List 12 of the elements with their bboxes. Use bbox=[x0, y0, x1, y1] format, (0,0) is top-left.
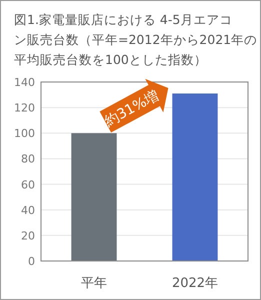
y-tick-label: 60 bbox=[21, 178, 35, 192]
x-tick-label: 2022年 bbox=[172, 276, 218, 291]
x-tick-label: 平年 bbox=[81, 276, 108, 291]
annotation: 約31%増 bbox=[102, 86, 162, 130]
chart-title: 図1.家電量販店における 4-5月エアコン販売台数（平年=2012年から2021年の平均販売台数を100とした指数） bbox=[14, 12, 258, 67]
y-tick-label: 120 bbox=[14, 102, 35, 115]
y-tick-label: 80 bbox=[21, 152, 35, 166]
y-tick-label: 20 bbox=[21, 229, 35, 242]
y-tick-label: 0 bbox=[28, 255, 35, 268]
y-tick-label: 40 bbox=[21, 204, 35, 217]
y-tick-label: 100 bbox=[14, 127, 35, 140]
y-tick-label: 140 bbox=[14, 76, 35, 89]
